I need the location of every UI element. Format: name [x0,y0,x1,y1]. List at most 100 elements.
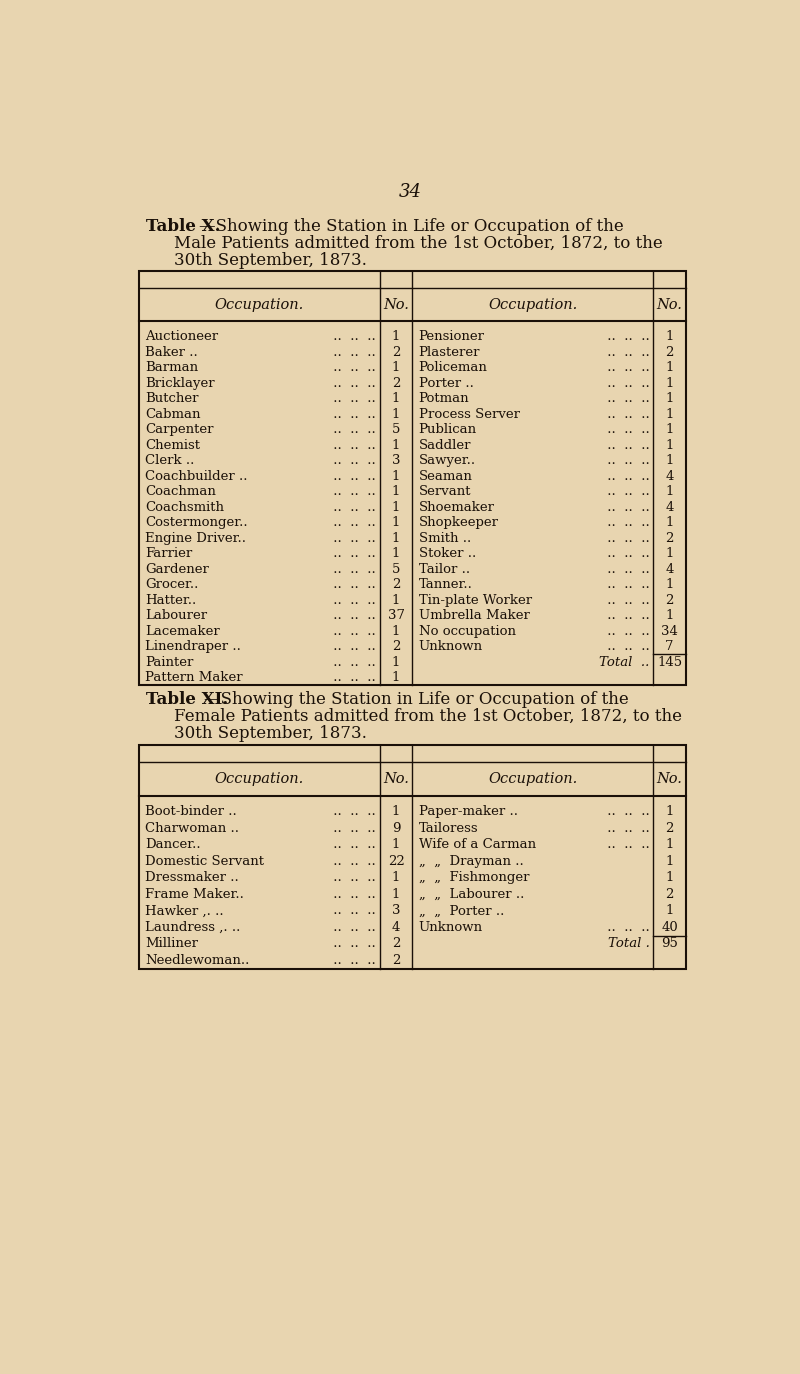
Text: ..  ..  ..: .. .. .. [329,904,376,918]
Text: 37: 37 [387,609,405,622]
Text: 1: 1 [666,805,674,818]
Text: Bricklayer: Bricklayer [145,376,214,390]
Bar [138,271,686,686]
Text: Carpenter: Carpenter [145,423,214,436]
Text: ..  ..  ..: .. .. .. [329,822,376,834]
Text: ..  ..  ..: .. .. .. [329,954,376,967]
Text: 1: 1 [666,871,674,885]
Text: Male Patients admitted from the 1st October, 1872, to the: Male Patients admitted from the 1st Octo… [174,235,662,251]
Text: 1: 1 [392,655,400,669]
Text: No.: No. [657,772,682,786]
Text: Shoemaker: Shoemaker [418,500,494,514]
Text: „  „  Drayman ..: „ „ Drayman .. [418,855,523,867]
Text: 30th September, 1873.: 30th September, 1873. [174,724,366,742]
Text: ..  ..  ..: .. .. .. [329,376,376,390]
Text: Servant: Servant [418,485,471,499]
Text: Butcher: Butcher [145,392,198,405]
Text: Hatter..: Hatter.. [145,594,196,607]
Text: 1: 1 [392,838,400,851]
Text: Clerk ..: Clerk .. [145,455,194,467]
Text: 1: 1 [392,888,400,901]
Text: Tanner..: Tanner.. [418,578,472,591]
Text: Hawker ,. ..: Hawker ,. .. [145,904,223,918]
Text: ..  ..  ..: .. .. .. [602,423,650,436]
Text: 1: 1 [666,517,674,529]
Text: 4: 4 [392,921,400,934]
Text: 1: 1 [392,517,400,529]
Text: 2: 2 [392,346,400,359]
Text: 30th September, 1873.: 30th September, 1873. [174,251,366,269]
Text: „  „  Fishmonger: „ „ Fishmonger [418,871,529,885]
Text: ..  ..  ..: .. .. .. [602,408,650,420]
Text: Occupation.: Occupation. [488,772,578,786]
Text: Charwoman ..: Charwoman .. [145,822,239,834]
Text: ..  ..  ..: .. .. .. [329,438,376,452]
Text: Coachsmith: Coachsmith [145,500,224,514]
Text: Umbrella Maker: Umbrella Maker [418,609,530,622]
Text: Laundress ,. ..: Laundress ,. .. [145,921,240,934]
Text: 22: 22 [388,855,405,867]
Text: 9: 9 [392,822,400,834]
Text: Female Patients admitted from the 1st October, 1872, to the: Female Patients admitted from the 1st Oc… [174,708,682,724]
Text: 1: 1 [666,423,674,436]
Text: Coachman: Coachman [145,485,216,499]
Text: ..  ..  ..: .. .. .. [602,392,650,405]
Text: 1: 1 [666,609,674,622]
Text: ..  ..  ..: .. .. .. [329,640,376,653]
Text: Wife of a Carman: Wife of a Carman [418,838,536,851]
Text: ..  ..  ..: .. .. .. [329,361,376,374]
Text: ..  ..  ..: .. .. .. [602,438,650,452]
Text: ..  ..  ..: .. .. .. [329,625,376,638]
Text: 1: 1 [666,408,674,420]
Text: Unknown: Unknown [418,921,482,934]
Text: No occupation: No occupation [418,625,515,638]
Text: Pensioner: Pensioner [418,330,485,344]
Text: 1: 1 [392,408,400,420]
Text: Tailor ..: Tailor .. [418,562,470,576]
Text: 4: 4 [666,500,674,514]
Text: 7: 7 [666,640,674,653]
Text: 1: 1 [666,438,674,452]
Text: ..  ..  ..: .. .. .. [329,330,376,344]
Text: 1: 1 [392,594,400,607]
Text: 1: 1 [392,500,400,514]
Text: 4: 4 [666,470,674,482]
Text: Potman: Potman [418,392,469,405]
Text: ..  ..  ..: .. .. .. [329,517,376,529]
Text: 1: 1 [392,392,400,405]
Text: Boot-binder ..: Boot-binder .. [145,805,237,818]
Text: Labourer: Labourer [145,609,207,622]
Text: Grocer..: Grocer.. [145,578,198,591]
Text: ..  ..  ..: .. .. .. [602,500,650,514]
Text: 2: 2 [392,578,400,591]
Text: ..  ..  ..: .. .. .. [329,470,376,482]
Text: ..  ..  ..: .. .. .. [329,655,376,669]
Text: ..  ..  ..: .. .. .. [602,330,650,344]
Text: 1: 1 [666,547,674,561]
Text: ..  ..  ..: .. .. .. [602,346,650,359]
Text: „  „  Labourer ..: „ „ Labourer .. [418,888,524,901]
Text: ..  ..  ..: .. .. .. [329,888,376,901]
Text: Tailoress: Tailoress [418,822,478,834]
Text: ..  ..  ..: .. .. .. [602,578,650,591]
Text: ..  ..  ..: .. .. .. [602,640,650,653]
Text: 1: 1 [666,838,674,851]
Text: ..  ..  ..: .. .. .. [602,485,650,499]
Text: 2: 2 [666,888,674,901]
Text: ..  ..  ..: .. .. .. [329,455,376,467]
Text: ..  ..  ..: .. .. .. [602,838,650,851]
Text: No.: No. [383,298,409,312]
Text: 1: 1 [392,361,400,374]
Text: Gardener: Gardener [145,562,209,576]
Text: ..  ..  ..: .. .. .. [329,562,376,576]
Text: Costermonger..: Costermonger.. [145,517,247,529]
Text: ..  ..  ..: .. .. .. [329,609,376,622]
Text: ..  ..  ..: .. .. .. [602,609,650,622]
Text: 2: 2 [392,376,400,390]
Text: 1: 1 [666,361,674,374]
Text: 1: 1 [392,805,400,818]
Text: Occupation.: Occupation. [214,298,304,312]
Text: ..  ..  ..: .. .. .. [602,361,650,374]
Text: —Showing the Station in Life or Occupation of the: —Showing the Station in Life or Occupati… [204,691,629,708]
Text: 1: 1 [392,532,400,544]
